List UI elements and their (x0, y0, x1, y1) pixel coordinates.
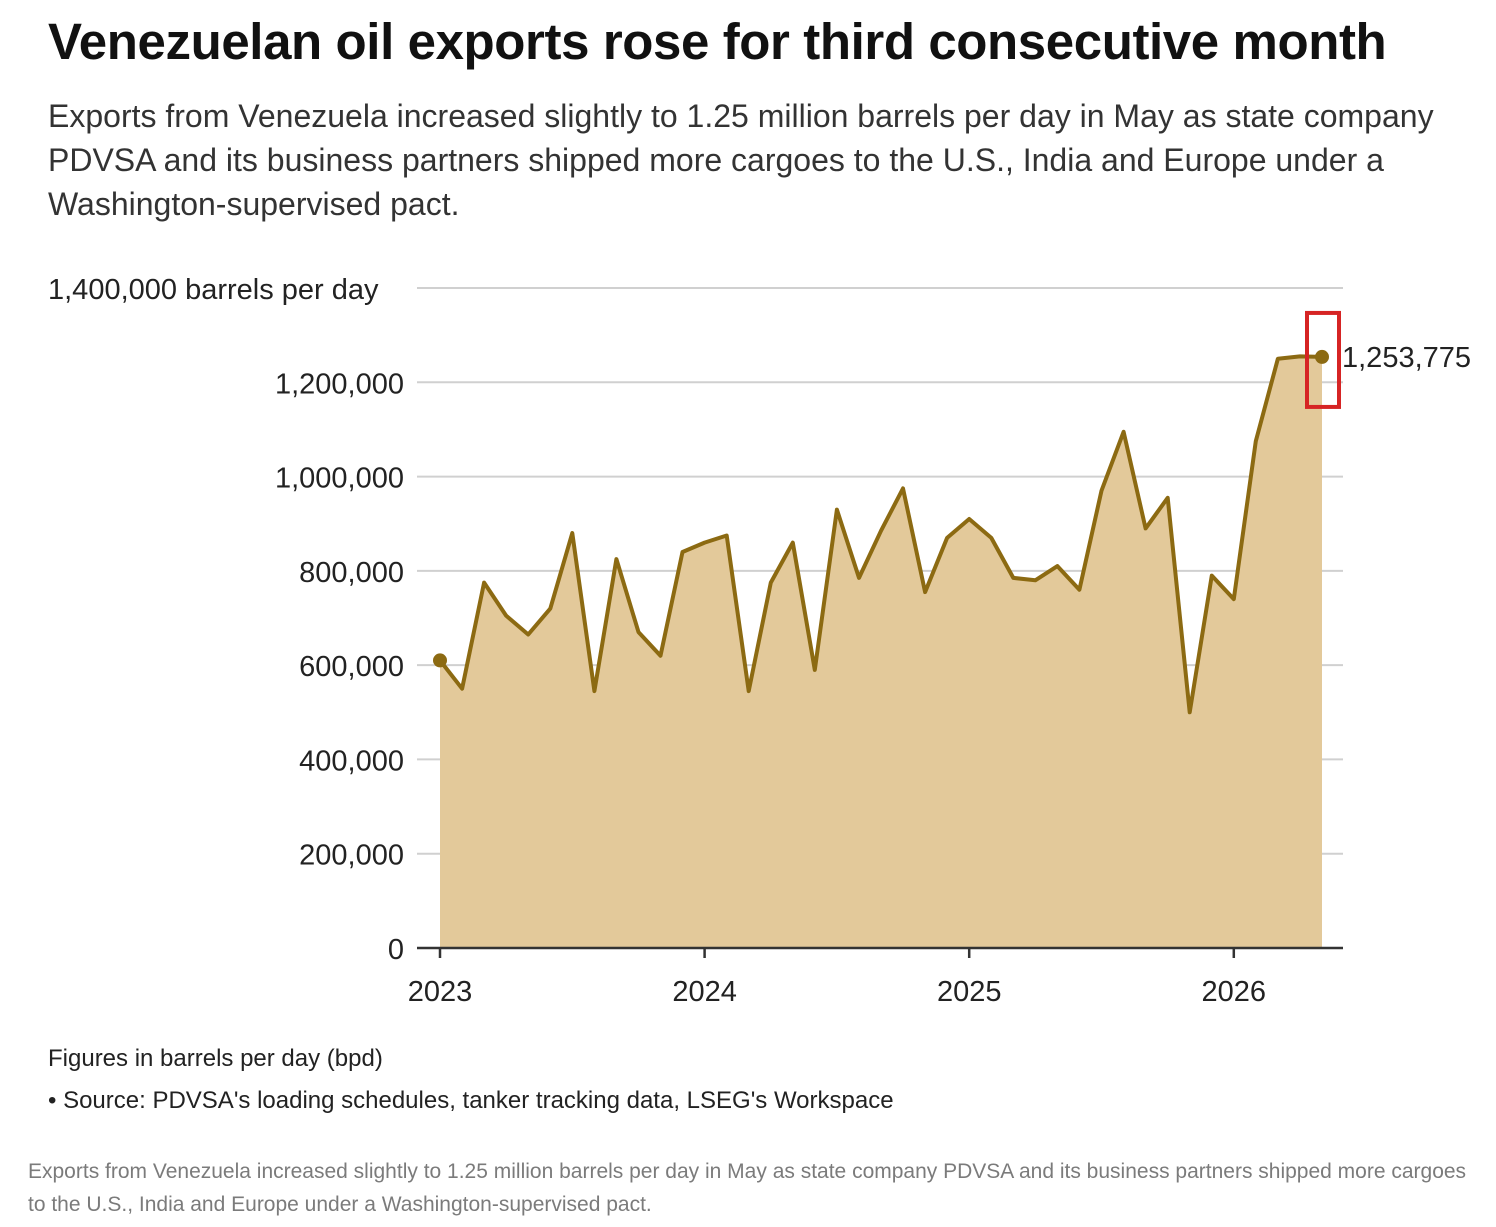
footnote: Figures in barrels per day (bpd) (48, 1045, 383, 1072)
data-points (433, 349, 1329, 668)
chart-subtitle: Exports from Venezuela increased slightl… (48, 98, 1434, 222)
x-tick-label: 2023 (408, 976, 473, 1008)
y-tick-label: 1,400,000 barrels per day (48, 274, 379, 306)
x-axis (417, 946, 1343, 958)
y-tick-label: 1,200,000 (275, 368, 404, 400)
y-tick-label: 600,000 (299, 651, 404, 683)
chart-title: Venezuelan oil exports rose for third co… (48, 13, 1387, 70)
y-tick-label: 200,000 (299, 840, 404, 872)
annotation-label: 1,253,775 (1342, 342, 1471, 374)
series-line (438, 354, 1323, 715)
y-tick-label: 800,000 (299, 557, 404, 589)
y-axis-labels: 0 200,000 400,000 600,000 800,000 1,000,000 1,… (48, 274, 404, 966)
highlight-box (1305, 310, 1341, 409)
annotations: 1,253,775 (1305, 310, 1471, 409)
area-layer (438, 354, 1323, 948)
y-tick-label: 0 (388, 934, 404, 966)
start-point (433, 653, 447, 668)
area-chart: 0 200,000 400,000 600,000 800,000 1,000,000 1,… (48, 274, 1471, 1008)
x-tick-label: 2024 (672, 976, 737, 1008)
y-tick-label: 400,000 (299, 745, 404, 777)
area-fill (440, 356, 1322, 948)
caption: Exports from Venezuela increased slightl… (28, 1160, 1467, 1216)
x-axis-labels: 2023 2024 2025 2026 (408, 976, 1266, 1008)
end-point (1315, 349, 1329, 364)
y-tick-label: 1,000,000 (275, 463, 404, 495)
x-tick-label: 2026 (1202, 976, 1267, 1008)
source-note: • Source: PDVSA's loading schedules, tan… (48, 1087, 894, 1114)
x-tick-label: 2025 (937, 976, 1002, 1008)
